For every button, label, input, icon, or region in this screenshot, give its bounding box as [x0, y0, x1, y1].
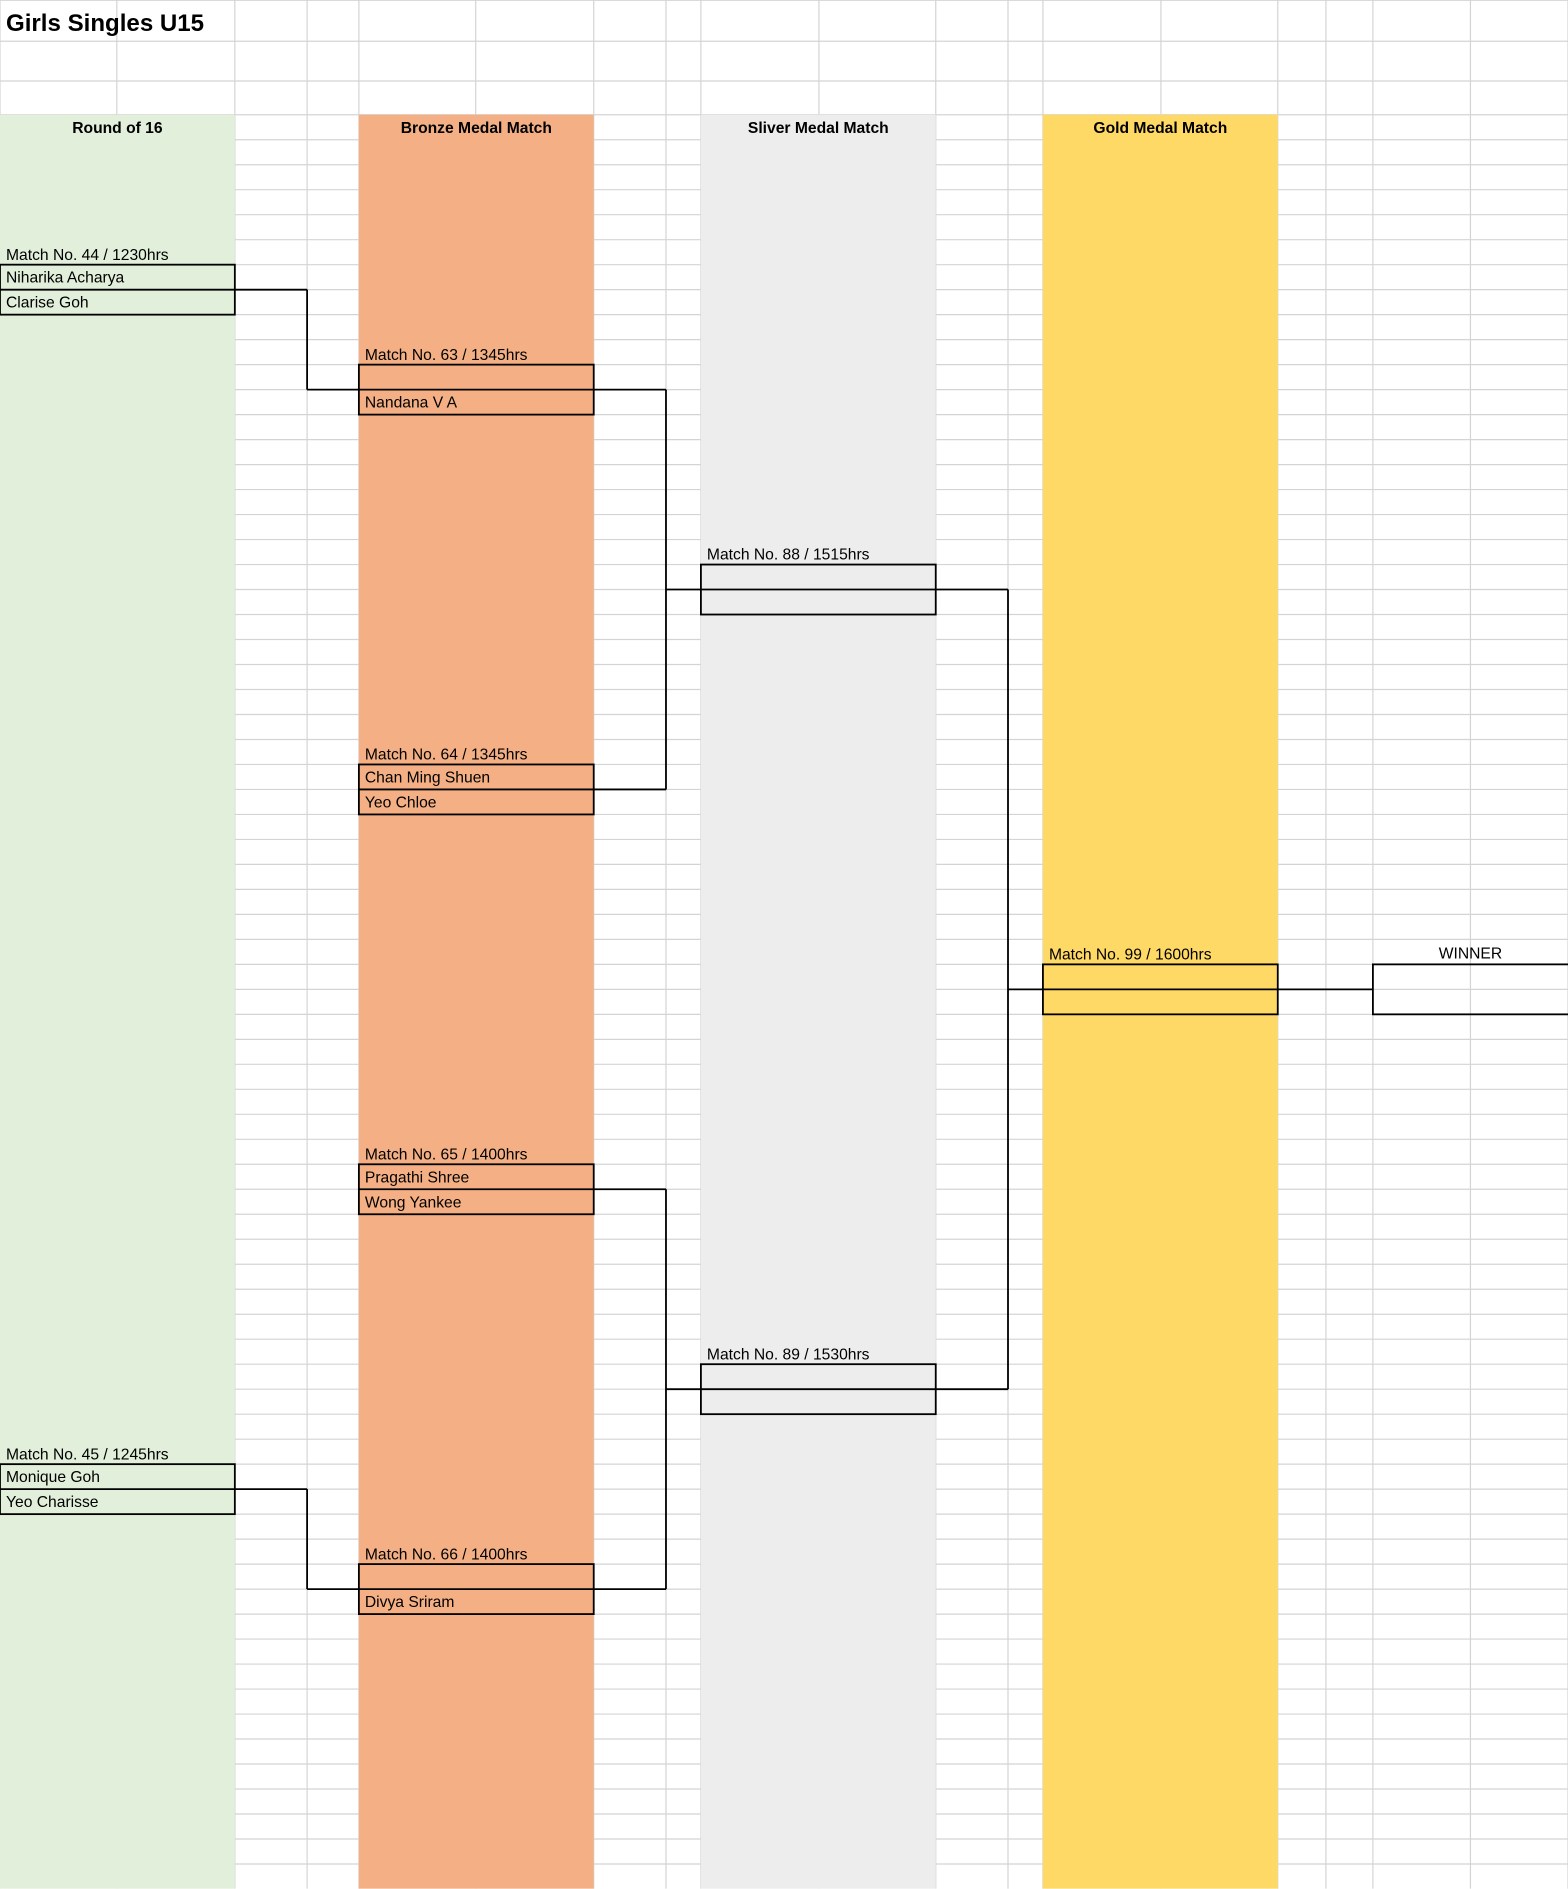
player-name: Chan Ming Shuen: [365, 770, 490, 787]
connector: [234, 1488, 359, 1591]
match-label: Match No. 65 / 1400hrs: [365, 1146, 528, 1163]
round-header: Gold Medal Match: [1093, 120, 1227, 137]
round-column: [358, 114, 594, 1889]
round-header: Sliver Medal Match: [748, 120, 889, 137]
round-header: Bronze Medal Match: [401, 120, 552, 137]
match-label: Match No. 64 / 1345hrs: [365, 747, 528, 764]
match-label: Match No. 44 / 1230hrs: [6, 247, 169, 264]
round-header: Round of 16: [72, 120, 163, 137]
match-label: Match No. 88 / 1515hrs: [707, 547, 870, 564]
round-column: [0, 114, 235, 1889]
player-name: Pragathi Shree: [365, 1169, 469, 1186]
player-name: Yeo Charisse: [6, 1494, 98, 1511]
round-column: [700, 114, 936, 1889]
connector: [593, 1188, 701, 1591]
player-name: Wong Yankee: [365, 1194, 462, 1211]
connector: [234, 288, 359, 391]
match-label: Match No. 45 / 1245hrs: [6, 1446, 169, 1463]
player-name: Yeo Chloe: [365, 795, 437, 812]
match-label: Match No. 66 / 1400hrs: [365, 1546, 528, 1563]
match-label: Match No. 89 / 1530hrs: [707, 1346, 870, 1363]
player-name: Divya Sriram: [365, 1594, 455, 1611]
winner-label: WINNER: [1439, 945, 1502, 962]
player-name: Nandana V A: [365, 395, 458, 412]
match-label: Match No. 99 / 1600hrs: [1049, 947, 1212, 964]
round-column: [1042, 114, 1278, 1889]
player-name: Niharika Acharya: [6, 270, 125, 287]
connector: [935, 588, 1043, 1391]
player-name: Clarise Goh: [6, 295, 89, 312]
connector: [593, 388, 701, 791]
player-name: Monique Goh: [6, 1469, 100, 1486]
match-label: Match No. 63 / 1345hrs: [365, 347, 528, 364]
sheet-title: Girls Singles U15: [6, 10, 204, 37]
